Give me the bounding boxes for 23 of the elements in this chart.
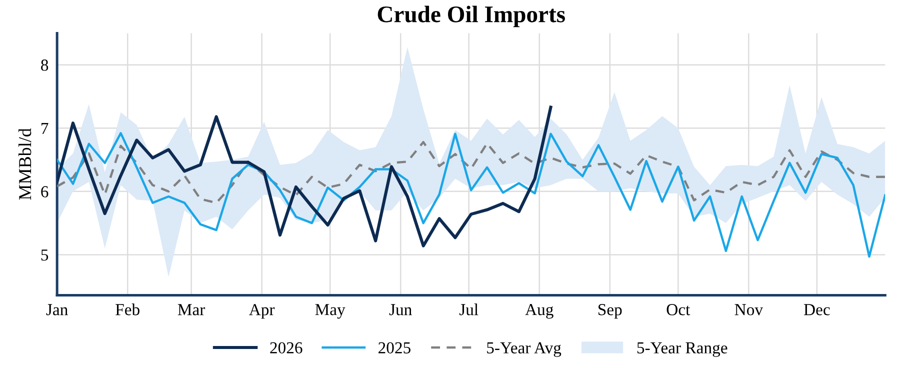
legend-label: 5-Year Avg	[487, 342, 562, 357]
x-tick-label: Aug	[525, 304, 554, 319]
legend-label: 2025	[378, 342, 410, 354]
x-tick-label: Sep	[598, 304, 622, 319]
y-axis-title: MMBbl/d	[18, 128, 32, 200]
x-tick-label: Feb	[116, 304, 140, 316]
legend-label: 2026	[270, 342, 302, 354]
x-tick-label: Apr	[249, 304, 275, 319]
x-tick-label: May	[315, 304, 346, 319]
y-tick-label: 5	[41, 250, 48, 261]
chart-title: Crude Oil Imports	[378, 6, 565, 28]
y-tick-label: 8	[41, 60, 48, 71]
x-tick-label: Jan	[46, 304, 68, 316]
x-tick-label: Jun	[389, 304, 412, 316]
x-tick-label: Nov	[734, 304, 764, 316]
x-tick-label: Jul	[459, 304, 478, 316]
x-tick-label: Mar	[178, 304, 206, 316]
y-tick-label: 7	[42, 123, 48, 134]
line-series	[57, 106, 552, 248]
legend-label: 5-Year Range	[637, 342, 728, 357]
x-tick-label: Oct	[666, 304, 690, 316]
y-tick-label: 6	[41, 186, 48, 198]
x-tick-label: Dec	[804, 304, 830, 316]
